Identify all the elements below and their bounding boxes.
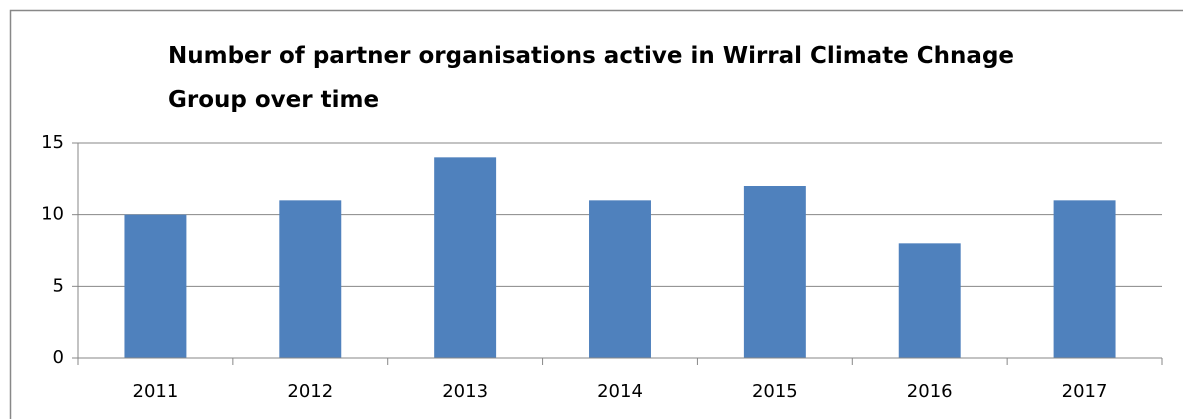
x-tick-label: 2013 [442,381,488,402]
chart-title: Number of partner organisations active i… [168,43,1015,113]
bar [589,200,651,358]
x-tick-label: 2015 [752,381,798,402]
x-tick-label: 2012 [287,381,333,402]
chart-border [9,9,1183,419]
bar [434,157,497,358]
x-tick-label: 2016 [907,381,953,402]
x-tick-label: 2017 [1062,381,1108,402]
x-tick-label: 2014 [597,381,643,402]
x-tick-label: 2011 [133,381,179,402]
y-tick-label: 15 [41,132,64,153]
y-tick-label: 0 [53,347,64,368]
bar [124,214,187,358]
bar [898,243,961,358]
y-tick-label: 10 [41,204,64,225]
bar [279,200,342,358]
bar [1053,200,1116,358]
y-tick-label: 5 [53,275,64,296]
bar [743,186,806,358]
